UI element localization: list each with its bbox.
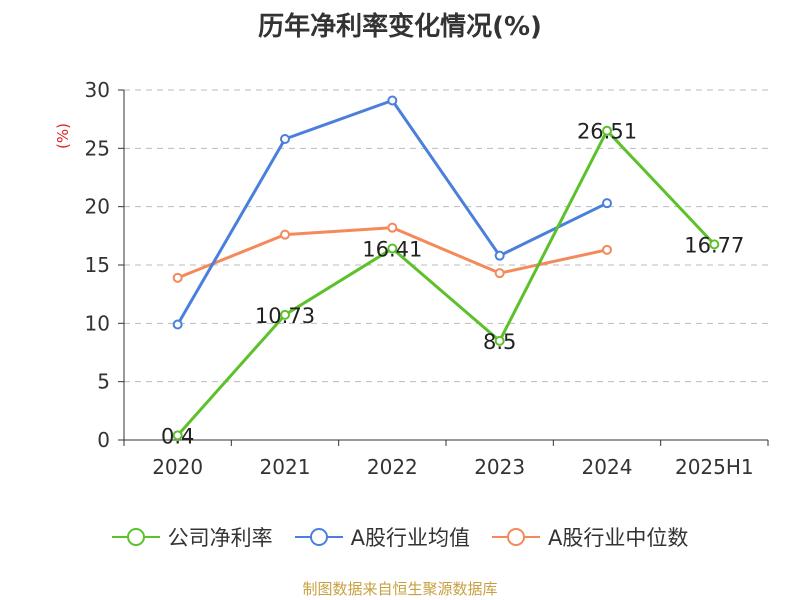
x-tick-label: 2021 (260, 455, 311, 479)
y-tick-label: 25 (85, 136, 110, 160)
y-tick-label: 0 (97, 428, 110, 452)
legend-swatch-series-1 (294, 528, 343, 546)
legend-item-series-0[interactable]: 公司净利率 (111, 522, 273, 552)
legend-label-series-1: A股行业均值 (350, 526, 470, 550)
data-point-series-2 (387, 222, 398, 233)
data-point-series-1 (387, 95, 398, 106)
series-line-0 (176, 129, 716, 437)
data-source-note: 制图数据来自恒生聚源数据库 (302, 580, 498, 598)
data-label: 0.4 (161, 424, 194, 448)
data-point-series-0 (709, 239, 720, 250)
y-tick-label: 10 (85, 311, 110, 335)
data-point-series-2 (494, 268, 505, 279)
data-point-series-0 (387, 243, 398, 254)
data-point-series-1 (172, 319, 183, 330)
data-point-series-2 (280, 229, 290, 240)
legend-item-series-2[interactable]: A股行业中位数 (492, 522, 688, 552)
legend-label-series-2: A股行业中位数 (548, 526, 689, 550)
data-point-series-1 (280, 134, 290, 144)
y-tick-label: 15 (85, 253, 110, 277)
legend-item-series-1[interactable]: A股行业均值 (294, 522, 470, 552)
data-label: 16.41 (362, 238, 422, 262)
x-tick-label: 2022 (367, 455, 418, 479)
y-tick-label: 5 (97, 370, 110, 394)
legend: 公司净利率 A股行业均值 A股行业中位数 (0, 520, 800, 554)
data-label: 16.77 (684, 233, 744, 257)
data-label: 8.5 (483, 330, 516, 354)
y-tick-label: 20 (85, 195, 110, 219)
data-label: 26.51 (577, 120, 637, 144)
data-label: 10.73 (255, 304, 315, 328)
data-point-series-0 (602, 125, 612, 136)
chart-title: 历年净利率变化情况(%) (258, 12, 542, 42)
legend-label-series-0: 公司净利率 (167, 526, 273, 550)
x-tick-label: 2020 (152, 455, 203, 479)
data-point-series-2 (602, 244, 612, 255)
x-tick-label: 2024 (582, 455, 633, 479)
y-tick-label: 30 (85, 78, 110, 102)
data-point-series-0 (172, 430, 183, 441)
data-point-series-2 (172, 272, 183, 283)
data-point-series-0 (280, 309, 290, 320)
legend-swatch-series-2 (492, 528, 540, 546)
x-tick-label: 2023 (474, 455, 525, 479)
data-point-series-0 (494, 335, 505, 346)
data-point-series-1 (602, 198, 612, 209)
line-chart: 0 5 10 15 20 25 30 2020 2021 2022 2023 2024 2025H1 0.… (85, 78, 769, 479)
series-line-1 (176, 99, 608, 326)
x-tick-label: 2025H1 (675, 455, 754, 479)
data-point-series-1 (494, 250, 505, 261)
legend-swatch-series-0 (111, 528, 160, 546)
